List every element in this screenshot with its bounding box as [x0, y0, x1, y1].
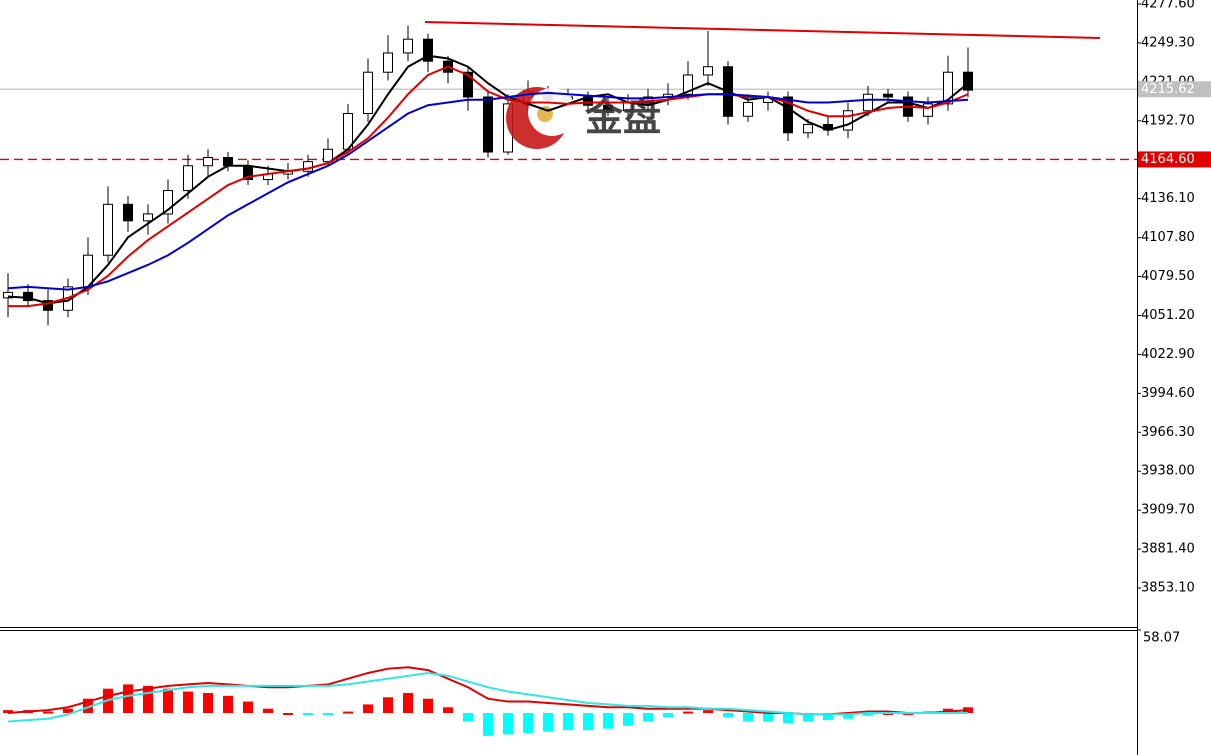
candle-body [183, 165, 193, 192]
histogram-bar [783, 712, 793, 723]
histogram-bar [523, 712, 533, 733]
histogram-bar [243, 701, 253, 713]
histogram-bar [463, 712, 473, 722]
histogram-bar [63, 708, 73, 713]
y-tick-label: 4136.10 [1141, 191, 1195, 206]
candle-body [603, 104, 613, 112]
candle-body [23, 291, 33, 302]
macd-line [7, 671, 968, 723]
candle-body [803, 124, 813, 134]
candle-body [43, 300, 53, 311]
candle-body [223, 157, 233, 167]
histogram-bar [43, 711, 53, 714]
histogram-bar [683, 711, 693, 714]
y-tick-label: 4192.70 [1141, 113, 1195, 128]
y-tick-label: 3938.00 [1141, 464, 1195, 479]
histogram-bar [83, 698, 93, 713]
histogram-bar [803, 712, 813, 722]
candle-body [203, 157, 213, 167]
histogram-bar [643, 712, 653, 722]
candle-body [963, 71, 973, 91]
candle-body [363, 71, 373, 115]
histogram-bar [843, 712, 853, 719]
histogram-bar [223, 695, 233, 713]
histogram-bar [183, 691, 193, 713]
candle-body [463, 71, 473, 98]
histogram-bar [503, 712, 513, 735]
histogram-bar [3, 710, 13, 713]
price-label-box [1138, 81, 1211, 98]
candle-body [123, 203, 133, 222]
histogram-bar [703, 710, 713, 713]
histogram-bar [723, 712, 733, 718]
histogram-bar [823, 712, 833, 721]
candle-body [163, 190, 173, 215]
candle-body [743, 101, 753, 117]
histogram-bar [583, 712, 593, 731]
y-tick-label: 4022.90 [1141, 347, 1195, 362]
histogram-bar [343, 711, 353, 714]
histogram-bar [423, 698, 433, 713]
candle-body [843, 110, 853, 131]
y-tick-label: 4107.80 [1141, 230, 1195, 245]
price-label-box [1138, 151, 1211, 168]
y-tick-label: 3853.10 [1141, 581, 1195, 596]
histogram-bar [123, 684, 133, 713]
histogram-bar [963, 707, 973, 713]
histogram-bar [323, 712, 333, 715]
histogram-bar [763, 712, 773, 722]
candle-body [403, 38, 413, 54]
y-tick-label: 3994.60 [1141, 386, 1195, 401]
candle-body [143, 213, 153, 222]
moving-average [8, 65, 969, 308]
histogram-bar [663, 712, 673, 718]
candle-body [3, 291, 13, 299]
y-tick-label: 4249.30 [1141, 35, 1195, 50]
trendline [424, 21, 1101, 39]
histogram-bar [383, 697, 393, 713]
price-label: 4164.60 [1141, 152, 1195, 167]
y-tick-label: 3966.30 [1141, 425, 1195, 440]
candle-body [643, 96, 653, 103]
histogram-bar [263, 708, 273, 713]
y-tick-label: 4051.20 [1141, 308, 1195, 323]
histogram-bar [143, 685, 153, 713]
histogram-bar [543, 712, 553, 732]
candle-body [383, 52, 393, 73]
candle-body [783, 96, 793, 134]
moving-average [7, 91, 969, 291]
candle-body [943, 71, 953, 105]
candle-body [423, 38, 433, 62]
candle-body [103, 203, 113, 256]
candle-body [703, 66, 713, 76]
candle-body [323, 148, 333, 163]
histogram-bar [483, 712, 493, 736]
histogram-bar [863, 712, 873, 716]
histogram-bar [403, 692, 413, 713]
candle-body [683, 74, 693, 95]
y-tick-label: 4079.50 [1141, 269, 1195, 284]
histogram-bar [623, 712, 633, 726]
histogram-bar [283, 712, 293, 715]
histogram-bar [203, 692, 213, 713]
histogram-bar [163, 688, 173, 713]
histogram-bar [303, 712, 313, 715]
y-tick-label: 58.07 [1143, 631, 1180, 646]
y-tick-label: 3881.40 [1141, 542, 1195, 557]
histogram-bar [743, 712, 753, 722]
price-label: 4215.62 [1141, 82, 1195, 97]
candle-body [923, 103, 933, 117]
histogram-bar [443, 707, 453, 713]
candle-body [483, 96, 493, 153]
candle-body [883, 93, 893, 98]
histogram-bar [563, 712, 573, 731]
histogram-bar [603, 712, 613, 729]
moving-average [7, 54, 969, 305]
candle-body [863, 93, 873, 112]
y-tick-label: 4277.60 [1141, 0, 1195, 11]
y-tick-label: 3909.70 [1141, 503, 1195, 518]
histogram-bar [363, 704, 373, 713]
